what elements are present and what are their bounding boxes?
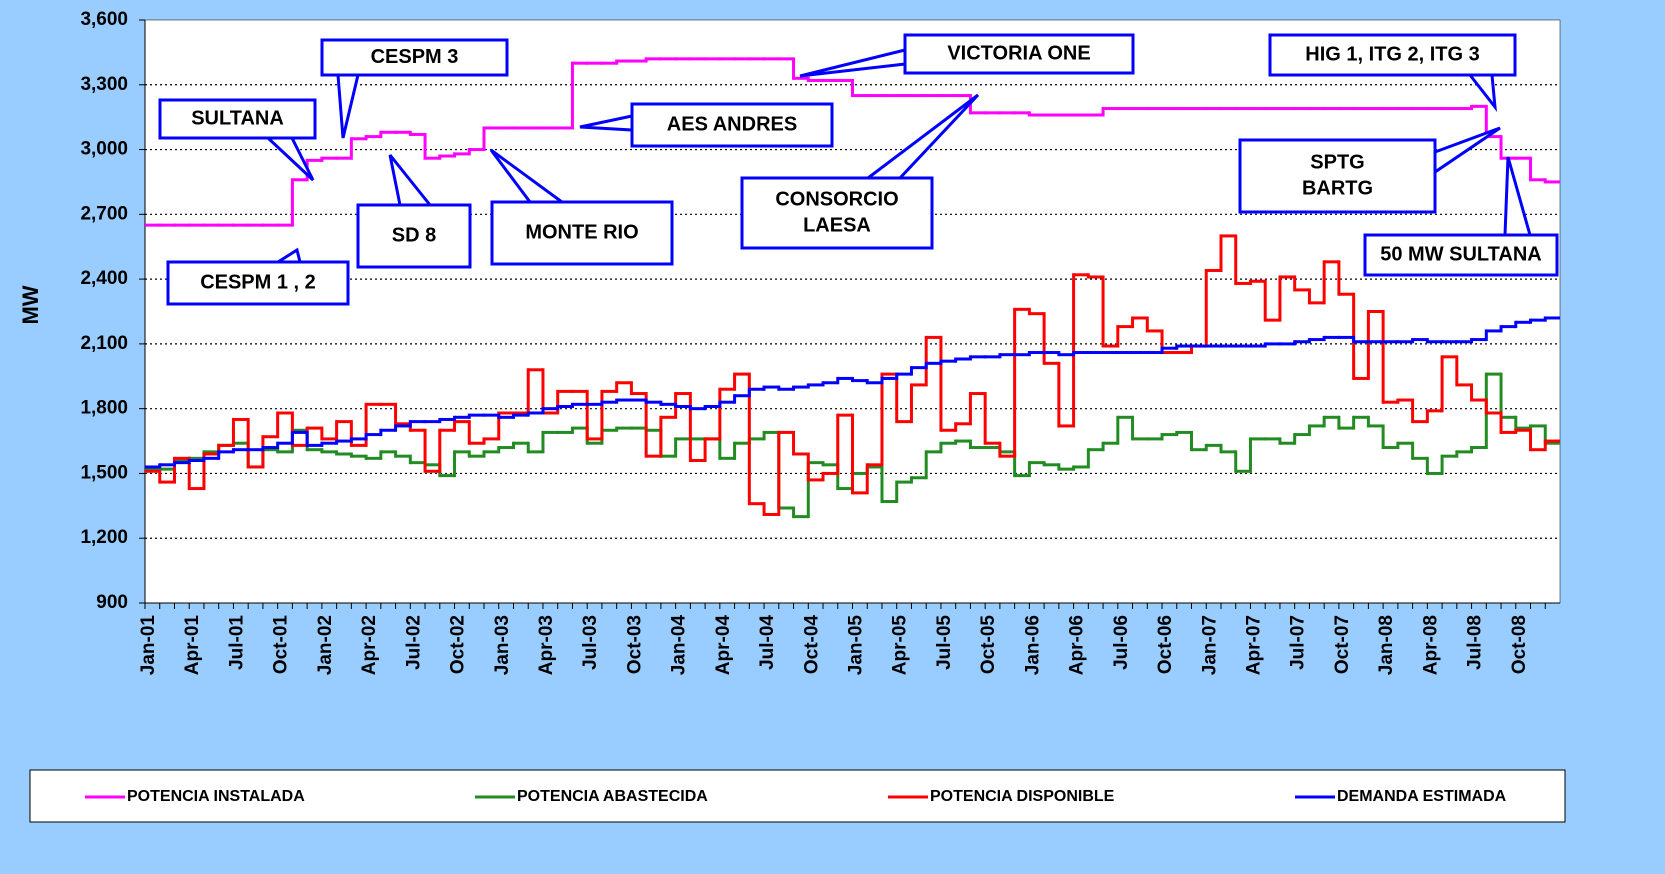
x-tick-label: Oct-02 [448, 615, 469, 674]
callout-box [903, 33, 1135, 75]
legend-label: POTENCIA ABASTECIDA [517, 788, 708, 805]
callout-box [1238, 138, 1437, 214]
x-tick-label: Jan-05 [846, 615, 867, 676]
callout-box [490, 200, 674, 266]
x-tick-label: Jan-02 [315, 615, 336, 675]
x-tick-label: Apr-01 [182, 615, 203, 676]
annotation-text: CONSORCIO [775, 188, 898, 210]
x-tick-label: Jan-03 [492, 615, 513, 675]
x-tick-label: Jul-03 [580, 615, 601, 670]
callout-box [166, 260, 350, 306]
x-tick-label: Jul-07 [1288, 615, 1309, 670]
y-tick-label: 2,700 [80, 203, 128, 224]
y-tick-label: 3,300 [80, 74, 128, 95]
x-tick-label: Jan-04 [669, 615, 690, 676]
x-tick-label: Jul-05 [934, 615, 955, 670]
series-line [145, 316, 1560, 469]
y-tick-label: 2,400 [80, 268, 128, 289]
y-tick-label: 3,600 [80, 9, 128, 30]
x-tick-label: Oct-05 [978, 615, 999, 675]
x-tick-label: Jan-07 [1199, 615, 1220, 675]
x-tick-label: Jan-01 [138, 615, 159, 676]
x-tick-label: Jan-06 [1022, 615, 1043, 675]
x-tick-label: Jul-08 [1465, 615, 1486, 670]
callout-box [356, 203, 472, 269]
x-tick-label: Apr-06 [1067, 615, 1088, 675]
y-tick-label: 900 [96, 592, 128, 613]
x-tick-label: Oct-07 [1332, 615, 1353, 674]
x-tick-label: Oct-01 [271, 615, 292, 675]
y-tick-label: 1,200 [80, 527, 128, 548]
legend-label: DEMANDA ESTIMADA [1337, 788, 1507, 805]
annotation-text: CESPM 3 [371, 46, 459, 68]
annotation-text: BARTG [1302, 177, 1373, 199]
x-tick-label: Apr-03 [536, 615, 557, 675]
series-line [145, 234, 1560, 516]
x-tick-label: Oct-03 [624, 615, 645, 674]
annotation-text: MONTE RIO [525, 221, 638, 243]
y-tick-label: 3,000 [80, 139, 128, 160]
x-tick-label: Jul-06 [1111, 615, 1132, 670]
annotation-text: CESPM 1 , 2 [200, 271, 316, 293]
callout-box [1363, 233, 1559, 277]
legend-label: POTENCIA DISPONIBLE [930, 788, 1115, 805]
x-tick-label: Apr-07 [1243, 615, 1264, 675]
x-tick-label: Jul-02 [403, 615, 424, 670]
annotation-text: AES ANDRES [667, 113, 797, 135]
callout-box [320, 38, 509, 77]
legend-label: POTENCIA INSTALADA [127, 788, 305, 805]
annotation-text: SD 8 [392, 224, 436, 246]
x-tick-label: Apr-05 [890, 615, 911, 676]
y-tick-label: 1,800 [80, 398, 128, 419]
annotation-text: HIG 1, ITG 2, ITG 3 [1305, 43, 1479, 65]
annotation-text: LAESA [803, 214, 871, 236]
x-tick-label: Apr-02 [359, 615, 380, 675]
annotation-text: SULTANA [191, 107, 284, 129]
callout-box [740, 176, 934, 250]
callout-box [158, 98, 317, 140]
x-tick-label: Apr-08 [1420, 615, 1441, 675]
x-tick-label: Jul-04 [757, 615, 778, 670]
x-tick-label: Apr-04 [713, 615, 734, 676]
callout-box [1268, 33, 1517, 77]
series-line [145, 57, 1560, 227]
x-tick-label: Jan-08 [1376, 615, 1397, 675]
plot-area [145, 20, 1560, 603]
callout-box [630, 102, 834, 148]
x-tick-label: Jul-01 [226, 615, 247, 670]
x-tick-label: Oct-06 [1155, 615, 1176, 674]
x-tick-label: Oct-08 [1509, 615, 1530, 674]
annotation-text: VICTORIA ONE [947, 42, 1090, 64]
y-tick-label: 2,100 [80, 333, 128, 354]
y-axis-label: MW [18, 285, 43, 324]
y-tick-label: 1,500 [80, 462, 128, 483]
annotation-text: 50 MW SULTANA [1380, 243, 1541, 265]
annotation-text: SPTG [1310, 151, 1364, 173]
x-tick-label: Oct-04 [801, 615, 822, 675]
